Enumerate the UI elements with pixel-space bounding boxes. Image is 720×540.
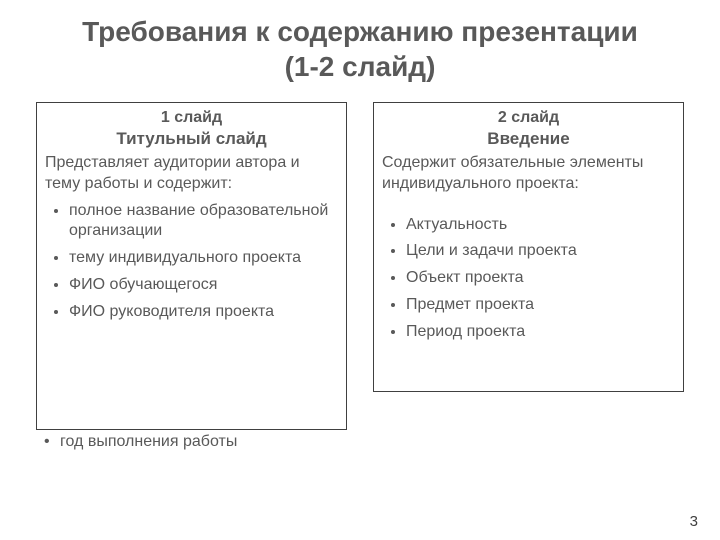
left-box: 1 слайд Титульный слайд Представляет ауд… [36, 102, 347, 430]
list-item: ФИО обучающегося [69, 275, 338, 296]
right-slide-number: 2 слайд [382, 109, 675, 127]
right-list: Актуальность Цели и задачи проекта Объек… [382, 215, 675, 343]
page-number: 3 [690, 513, 698, 530]
list-item: Актуальность [406, 215, 675, 236]
slide-title: Требования к содержанию презентации (1-2… [0, 0, 720, 92]
list-item: Предмет проекта [406, 295, 675, 316]
list-item: ФИО руководителя проекта [69, 302, 338, 323]
right-slide-name: Введение [382, 129, 675, 149]
left-slide-name: Титульный слайд [45, 129, 338, 149]
list-item: полное название образовательной организа… [69, 201, 338, 243]
left-list: полное название образовательной организа… [45, 201, 338, 323]
list-item: тему индивидуального проекта [69, 248, 338, 269]
list-item: Объект проекта [406, 268, 675, 289]
left-slide-number: 1 слайд [45, 109, 338, 127]
left-intro: Представляет аудитории автора и тему раб… [45, 153, 338, 195]
right-intro: Содержит обязательные элементы индивидуа… [382, 153, 675, 195]
list-item: Период проекта [406, 322, 675, 343]
list-item: Цели и задачи проекта [406, 241, 675, 262]
title-line-2: (1-2 слайд) [285, 51, 436, 82]
left-outside-item: год выполнения работы [0, 432, 720, 453]
columns-container: 1 слайд Титульный слайд Представляет ауд… [0, 92, 720, 430]
title-line-1: Требования к содержанию презентации [82, 16, 638, 47]
right-box: 2 слайд Введение Содержит обязательные э… [373, 102, 684, 392]
